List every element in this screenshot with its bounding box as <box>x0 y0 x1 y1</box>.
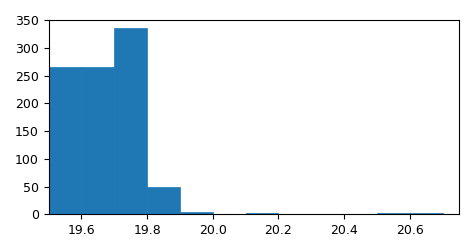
Bar <box>377 213 410 214</box>
Bar <box>49 67 82 214</box>
Bar <box>114 28 147 214</box>
Bar <box>246 213 278 214</box>
Bar <box>410 213 443 214</box>
Bar <box>147 186 180 214</box>
Bar <box>82 67 114 214</box>
Bar <box>180 211 213 214</box>
